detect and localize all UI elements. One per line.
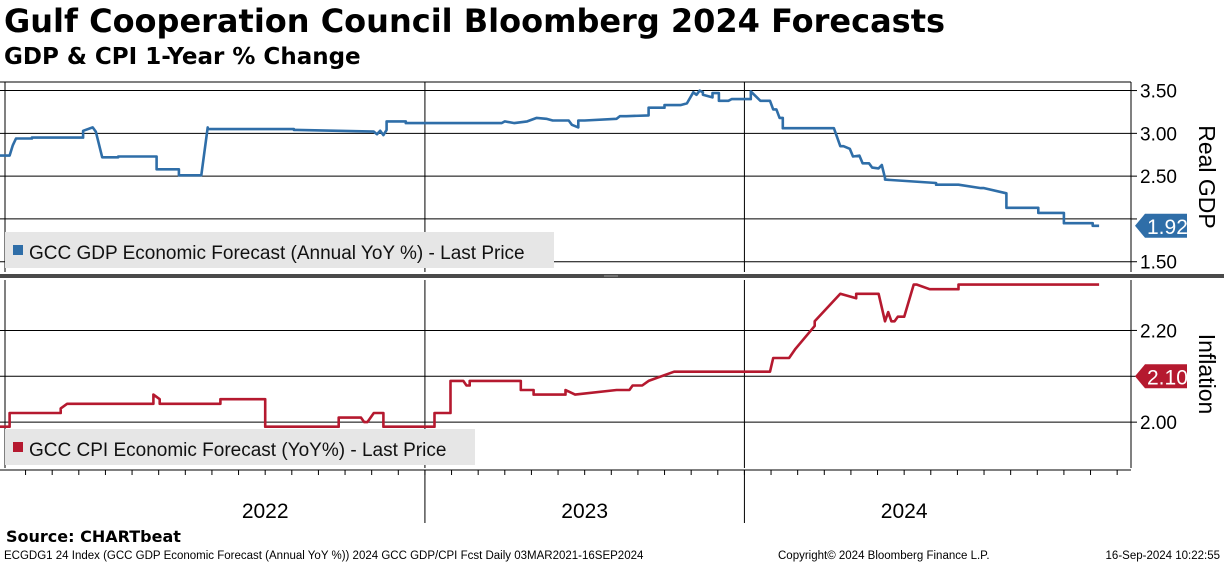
x-axis-year-label: 2022 bbox=[242, 500, 289, 523]
cpi-last-value-label: 2.10 bbox=[1147, 366, 1188, 389]
cpi-legend-swatch bbox=[13, 442, 23, 452]
cpi-legend-box bbox=[5, 429, 475, 465]
cpi-last-value-marker bbox=[1135, 364, 1187, 389]
gdp-legend-swatch bbox=[13, 245, 23, 255]
cpi-legend-label: GCC CPI Economic Forecast (YoY%) - Last … bbox=[29, 440, 446, 461]
gdp-axis-title: Real GDP bbox=[1194, 125, 1220, 229]
gdp-ytick-label: 3.50 bbox=[1140, 82, 1177, 103]
chart-subtitle: GDP & CPI 1-Year % Change bbox=[4, 44, 361, 70]
gdp-ytick-label: 3.00 bbox=[1140, 124, 1177, 145]
gdp-ytick-label: 1.50 bbox=[1140, 253, 1177, 274]
gdp-series-line bbox=[0, 89, 1100, 228]
cpi-ytick-label: 2.00 bbox=[1140, 413, 1177, 434]
gdp-last-value-marker bbox=[1135, 213, 1187, 238]
footer-copyright: Copyright© 2024 Bloomberg Finance L.P. bbox=[778, 550, 990, 562]
cpi-axis-title: Inflation bbox=[1194, 334, 1220, 415]
gdp-legend-label: GCC GDP Economic Forecast (Annual YoY %)… bbox=[29, 243, 525, 264]
footer-index-description: ECGDG1 24 Index (GCC GDP Economic Foreca… bbox=[4, 550, 644, 562]
cpi-series-line bbox=[0, 283, 1100, 428]
source-note: Source: CHARTbeat bbox=[6, 527, 181, 546]
gdp-legend-box bbox=[5, 232, 554, 268]
gdp-last-value-label: 1.92 bbox=[1147, 216, 1188, 239]
cpi-ytick-label: 2.20 bbox=[1140, 321, 1177, 342]
x-axis-year-label: 2023 bbox=[561, 500, 608, 523]
x-axis-year-label: 2024 bbox=[881, 500, 928, 523]
chart-title: Gulf Cooperation Council Bloomberg 2024 … bbox=[4, 2, 946, 40]
footer-timestamp: 16-Sep-2024 10:22:55 bbox=[1105, 550, 1220, 562]
gdp-ytick-label: 2.50 bbox=[1140, 167, 1177, 188]
